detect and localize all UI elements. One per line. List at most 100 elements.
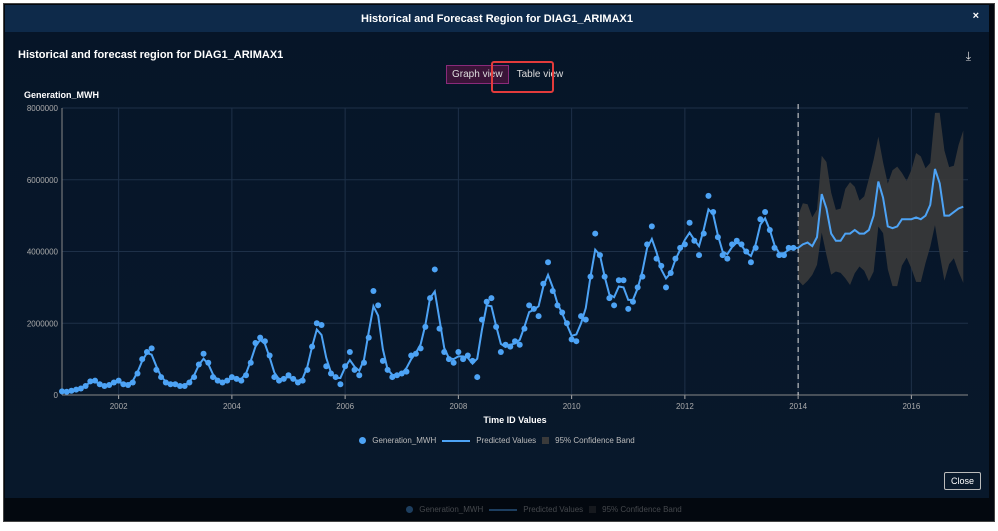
actual-point [634,284,641,291]
actual-point [398,370,405,377]
actual-point [332,374,339,381]
y-tick-label: 2000000 [27,319,59,328]
actual-point [82,383,89,390]
close-button[interactable]: Close [943,472,981,490]
actual-point [337,381,344,388]
actual-point [106,381,113,388]
actual-point [243,372,250,379]
actual-point [512,338,518,345]
actual-point [115,377,122,384]
actual-point [365,334,372,341]
download-icon[interactable]: ⤓ [965,49,971,63]
actual-point [247,359,254,366]
actual-point [205,359,212,366]
actual-point [790,244,797,251]
actual-point [313,320,320,327]
actual-point [327,370,334,377]
legend-line-icon [442,439,471,442]
x-tick-label: 2016 [902,402,920,411]
actual-point [667,270,674,277]
actual-point [625,305,632,312]
actual-point [158,374,165,381]
y-tick-label: 8000000 [27,104,59,113]
actual-point [224,377,231,384]
bg-legend-band: 95% Confidence Band [602,505,682,514]
close-icon[interactable]: × [972,10,979,22]
actual-point [629,298,636,305]
dialog-header: Historical and Forecast Region for DIAG1… [5,5,989,32]
actual-point [342,363,349,370]
actual-point [639,273,646,280]
actual-point [620,277,627,284]
x-tick-label: 2012 [676,402,694,411]
actual-point [549,287,556,294]
forecast-dialog: Historical and Forecast Region for DIAG1… [5,5,989,498]
actual-point [356,372,363,379]
actual-point [389,374,396,381]
actual-point [73,386,80,393]
actual-point [379,357,386,364]
actual-point [210,374,216,381]
actual-point [176,383,183,390]
actual-point [762,209,769,216]
actual-point [733,237,740,244]
actual-point [412,350,419,357]
actual-point [167,381,174,388]
actual-point [710,209,717,216]
actual-point [469,357,476,364]
actual-point [153,366,160,373]
legend-dot-icon [406,506,414,513]
actual-point [700,230,707,237]
actual-point [450,359,457,366]
actual-point [384,366,391,373]
actual-point [526,302,533,309]
actual-point [77,385,84,392]
actual-point [493,323,500,330]
actual-point [285,372,292,379]
actual-point [606,295,613,302]
legend-actual[interactable]: Generation_MWH [372,436,437,445]
x-tick-label: 2004 [223,402,241,411]
actual-point [59,388,65,395]
actual-point [290,375,297,382]
actual-point [578,313,585,320]
actual-point [309,343,316,350]
bg-legend-predicted: Predicted Values [523,505,584,514]
actual-point [191,374,198,381]
legend-predicted[interactable]: Predicted Values [476,436,537,445]
actual-point [724,255,731,262]
actual-point [299,377,306,384]
actual-point [596,252,603,259]
actual-point [228,374,235,381]
actual-point [271,374,278,381]
actual-point [436,325,443,332]
actual-point [644,241,651,248]
actual-point [497,348,504,355]
legend-band[interactable]: 95% Confidence Band [555,436,635,445]
y-tick-label: 6000000 [27,176,59,185]
actual-point [441,348,448,355]
actual-point [615,277,622,284]
x-tick-label: 2006 [336,402,354,411]
actual-point [653,255,660,262]
actual-point [96,381,103,388]
actual-point [129,379,136,386]
actual-point [714,234,721,241]
actual-point [719,252,726,259]
actual-point [294,379,301,386]
legend-dot-icon [359,437,367,444]
actual-point [464,352,471,359]
actual-point [101,383,108,390]
table-view-button[interactable]: Table view [516,69,564,80]
actual-point [238,377,245,384]
actual-point [143,348,150,355]
actual-point [752,244,759,251]
actual-point [757,216,764,223]
actual-point [521,325,528,332]
actual-point [563,320,570,327]
actual-point [219,379,226,386]
legend-band-icon [589,506,597,513]
actual-point [601,273,608,280]
actual-point [162,379,169,386]
actual-point [455,348,462,355]
